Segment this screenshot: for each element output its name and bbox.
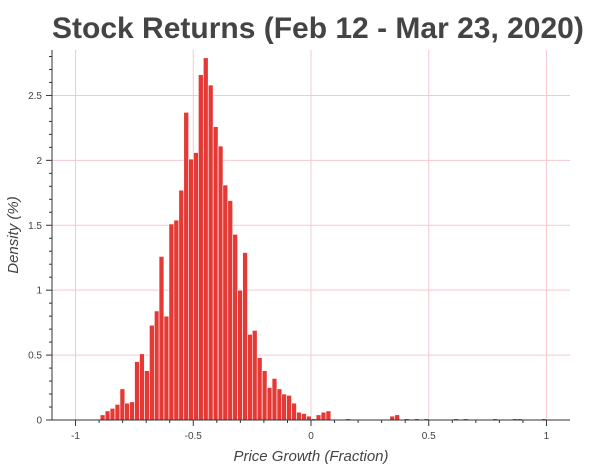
histogram-bar (292, 403, 297, 420)
x-tick-label: 0.5 (422, 431, 436, 442)
y-tick-label: 1 (36, 286, 42, 297)
histogram-bar (125, 403, 130, 420)
histogram-bar (238, 290, 243, 420)
histogram-bar (287, 395, 292, 420)
x-axis-label: Price Growth (Fraction) (233, 448, 388, 465)
bars (100, 58, 546, 420)
y-tick-label: 1.5 (28, 221, 42, 232)
histogram-bar (326, 411, 331, 420)
histogram-bar (144, 371, 149, 420)
histogram-bar (252, 330, 257, 420)
histogram-bar (243, 253, 248, 420)
histogram-bar (223, 185, 228, 420)
histogram-bar (139, 354, 144, 420)
y-tick-label: 0 (36, 416, 42, 427)
histogram-bar (390, 416, 395, 420)
chart-title: Stock Returns (Feb 12 - Mar 23, 2020) (52, 12, 584, 45)
y-axis-label: Density (%) (5, 196, 22, 274)
histogram-bar (149, 325, 154, 420)
histogram-bar (184, 112, 189, 420)
histogram-bar (262, 371, 267, 420)
histogram-bar (316, 415, 321, 420)
histogram-bar (164, 316, 169, 420)
histogram-bar (306, 416, 311, 420)
x-tick-label: -1 (71, 431, 80, 442)
histogram-bar (100, 415, 105, 420)
histogram-bar (208, 85, 213, 420)
histogram-bar (154, 311, 159, 420)
y-tick-label: 2.5 (28, 91, 42, 102)
histogram-bar (198, 75, 203, 420)
histogram-bar (301, 414, 306, 420)
histogram-bar (297, 412, 302, 420)
histogram-bar (193, 153, 198, 420)
histogram-bar (105, 411, 110, 420)
x-tick-label: 0 (308, 431, 314, 442)
histogram-bar (130, 402, 135, 420)
histogram-bar (174, 220, 179, 420)
histogram-bar (203, 58, 208, 420)
x-tick-label: 1 (544, 431, 550, 442)
histogram-bar (188, 159, 193, 420)
grid (52, 50, 570, 420)
histogram-bar (179, 190, 184, 420)
histogram-bar (169, 224, 174, 420)
histogram-bar (272, 378, 277, 420)
histogram-bar (248, 334, 253, 420)
histogram-bar (233, 234, 238, 420)
histogram-bar (120, 389, 125, 420)
x-tick-label: -0.5 (185, 431, 203, 442)
y-tick-label: 0.5 (28, 351, 42, 362)
histogram-bar (257, 358, 262, 420)
histogram-bar (321, 412, 326, 420)
histogram-bar (213, 127, 218, 420)
histogram-bar (218, 146, 223, 420)
histogram-bar (267, 388, 272, 420)
histogram-bar (282, 394, 287, 420)
x-ticks: -1 -0.5 0 0.5 1 (71, 420, 550, 442)
y-ticks: 0 0.5 1 1.5 2 2.5 (28, 56, 52, 426)
histogram-bar (159, 256, 164, 420)
histogram-bar (277, 389, 282, 420)
histogram-bar (135, 362, 140, 420)
histogram-bar (110, 408, 115, 420)
y-tick-label: 2 (36, 156, 42, 167)
histogram-bar (115, 404, 120, 420)
histogram-bar (228, 201, 233, 420)
histogram-bar (395, 415, 400, 420)
